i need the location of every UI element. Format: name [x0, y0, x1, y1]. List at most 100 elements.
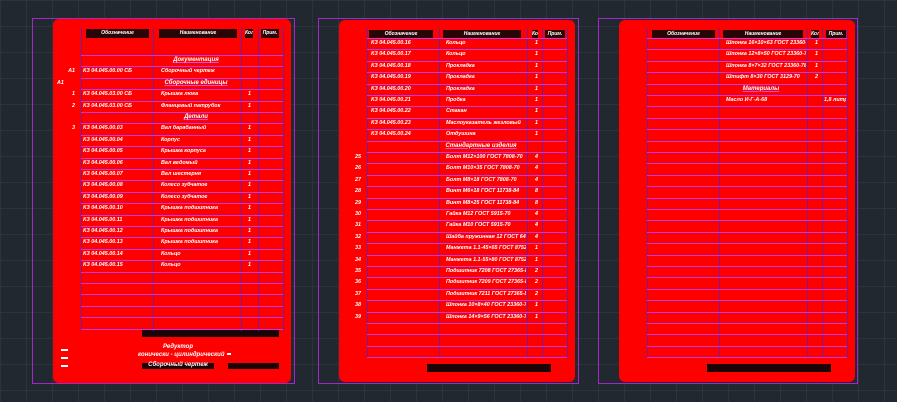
title-block-line-2: конически - цилиндрический — [138, 352, 225, 358]
section-heading: Материалы — [742, 85, 780, 92]
row-rule — [647, 231, 847, 233]
row-designation: КЗ 04.045.00.08 — [83, 182, 123, 189]
sheet-1-format-marker: А1 — [57, 80, 64, 86]
column-separator — [647, 28, 648, 358]
row-rule — [81, 180, 283, 182]
row-position: 36 — [355, 279, 361, 286]
row-name: Отдушина — [446, 131, 476, 138]
row-name: Колесо зубчатое — [161, 182, 208, 189]
sheet-2[interactable]: Обозначение Наименование Кол. Прим. КЗ 0… — [339, 20, 575, 382]
section-heading: Сборочные единицы — [164, 79, 228, 86]
row-designation: КЗ 04.045.00.13 — [83, 239, 123, 246]
title-block-mark — [61, 357, 68, 359]
row-qty: 1 — [535, 40, 538, 46]
row-rule — [647, 129, 847, 131]
row-name: Шайба пружинная 12 ГОСТ 6402-70 — [446, 233, 526, 240]
row-rule — [647, 311, 847, 313]
row-rule — [647, 334, 847, 336]
row-name: Шпонка 14×9×56 ГОСТ 23360-78 — [446, 313, 526, 320]
row-qty: 1 — [535, 119, 538, 126]
column-separator — [847, 28, 848, 358]
row-position: 38 — [355, 302, 361, 309]
row-rule — [81, 328, 283, 330]
row-name: Крышка подшипника — [161, 228, 218, 234]
row-name: Кольцо — [446, 51, 466, 58]
row-position: А1 — [68, 68, 75, 75]
row-rule — [367, 95, 567, 96]
row-qty: 1 — [248, 182, 251, 189]
row-name: Вал ведомый — [161, 159, 198, 166]
row-rule — [367, 186, 567, 188]
row-qty: 1 — [248, 102, 251, 109]
section-heading: Стандартные изделия — [445, 142, 517, 149]
column-header-name: Наименование — [159, 29, 237, 38]
row-note: 1,8 литр — [824, 97, 846, 103]
title-block-bar — [142, 329, 279, 337]
column-separator — [258, 27, 259, 331]
row-rule — [647, 72, 847, 74]
column-header-designation: Обозначение — [86, 29, 149, 38]
section-heading: Документация — [173, 57, 219, 63]
row-qty: 4 — [535, 165, 538, 172]
row-designation: КЗ 04.045.00.12 — [83, 228, 123, 234]
column-separator — [367, 28, 368, 358]
row-qty: 1 — [248, 193, 251, 200]
row-position: 37 — [355, 290, 361, 297]
row-name: Манжета 1.1-55×80 ГОСТ 8752-79 — [446, 256, 526, 263]
sheet-3[interactable]: Обозначение Наименование Кол. Прим. Шпон… — [619, 20, 855, 382]
row-rule — [647, 197, 847, 199]
column-separator — [153, 27, 154, 331]
column-separator — [81, 27, 82, 331]
title-block-bar — [427, 364, 551, 372]
row-designation: КЗ 04.045.00.10 — [83, 205, 123, 212]
row-name: Фланцевый патрубок — [161, 102, 221, 109]
row-name: Подшипник 7211 ГОСТ 27365-87 — [446, 290, 526, 297]
column-separator — [542, 28, 543, 358]
row-name: Подшипник 7209 ГОСТ 27365-87 — [446, 279, 526, 286]
row-rule — [81, 203, 283, 205]
row-designation: КЗ 04.045.00.19 — [371, 74, 411, 81]
row-qty: 1 — [535, 74, 538, 81]
row-name: Крышка подшипника — [161, 205, 218, 212]
row-name: Шпонка 16×10×63 ГОСТ 23360-78 — [726, 40, 806, 46]
row-name: Прокладка — [446, 85, 475, 92]
row-rule — [81, 112, 283, 113]
row-qty: 4 — [535, 154, 538, 160]
row-name: Вал шестерня — [161, 171, 202, 177]
row-qty: 4 — [535, 222, 538, 229]
row-rule — [367, 129, 567, 131]
row-position: 27 — [355, 176, 361, 183]
row-rule — [647, 254, 847, 256]
row-qty: 1 — [535, 131, 538, 138]
row-rule — [647, 357, 847, 359]
row-rule — [81, 66, 283, 68]
row-rule — [647, 300, 847, 302]
row-qty: 4 — [535, 176, 538, 183]
row-rule — [647, 220, 847, 222]
row-qty: 1 — [815, 62, 818, 69]
row-rule — [81, 157, 283, 159]
row-designation: КЗ 04.045.00.00 СБ — [83, 68, 132, 75]
row-name: Винт М6×18 ГОСТ 11738-84 — [446, 188, 520, 195]
row-qty: 1 — [815, 51, 818, 58]
row-rule — [81, 134, 283, 136]
row-qty: 1 — [535, 245, 538, 252]
row-rule — [367, 243, 567, 245]
row-qty: 1 — [535, 62, 538, 69]
row-name: Штифт 8×30 ГОСТ 3129-70 — [726, 74, 800, 81]
row-name: Крышка подшипника — [161, 239, 218, 246]
section-heading: Детали — [184, 114, 208, 120]
row-name: Кольцо — [446, 40, 466, 46]
title-block-bar — [142, 363, 214, 369]
row-qty: 1 — [535, 313, 538, 320]
row-rule — [367, 38, 567, 39]
column-separator — [241, 27, 242, 331]
row-qty: 1 — [535, 108, 538, 115]
sheet-1[interactable]: Обозначение Наименование Кол. Прим. А1 Р… — [53, 19, 291, 383]
sheet-3-frame — [598, 18, 858, 384]
row-rule — [81, 146, 283, 148]
row-rule — [367, 106, 567, 108]
row-qty: 8 — [535, 199, 538, 206]
row-position: 35 — [355, 268, 361, 274]
row-position: 32 — [355, 233, 361, 240]
